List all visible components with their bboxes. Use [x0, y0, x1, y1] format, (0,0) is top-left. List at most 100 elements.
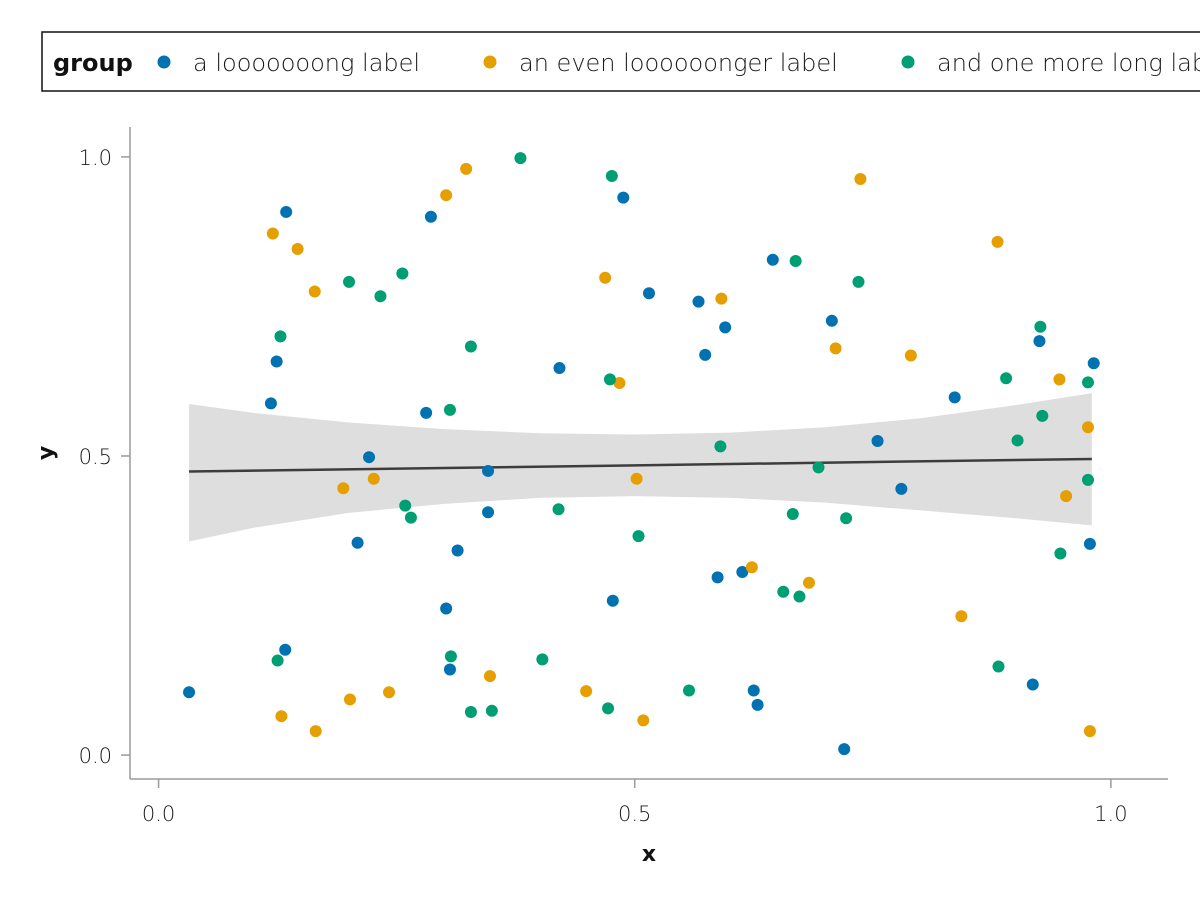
point-series-2-21 [829, 342, 842, 355]
point-series-3-21 [714, 440, 727, 453]
point-series-1-24 [747, 684, 760, 697]
point-series-3-26 [812, 461, 825, 474]
point-series-2-23 [904, 349, 917, 362]
point-series-1-32 [1026, 678, 1039, 691]
y-tick-label-1: 0.0 [79, 744, 112, 768]
point-series-3-5 [396, 267, 409, 280]
point-series-1-14 [482, 506, 495, 519]
point-series-1-5 [279, 643, 292, 656]
point-series-3-22 [777, 585, 790, 598]
point-series-2-26 [1053, 373, 1066, 386]
x-tick-label-1: 0.0 [142, 802, 175, 826]
point-series-1-10 [440, 602, 453, 615]
data-points-layer [183, 152, 1100, 756]
point-series-3-3 [343, 275, 356, 288]
trend-line [189, 457, 1092, 473]
point-series-1-4 [280, 205, 293, 218]
point-series-1-1 [183, 686, 196, 699]
legend-label-2: an even loooooonger label [519, 49, 838, 77]
point-series-1-26 [766, 253, 779, 266]
point-series-2-17 [637, 714, 650, 727]
point-series-2-22 [854, 173, 867, 186]
point-series-3-2 [274, 330, 287, 343]
x-tick-label-3: 1.0 [1094, 802, 1127, 826]
point-series-3-27 [840, 512, 853, 525]
point-series-3-23 [786, 508, 799, 521]
x-axis-label: x [642, 842, 656, 867]
point-series-2-25 [991, 235, 1004, 248]
point-series-3-20 [683, 684, 695, 697]
legend-marker-1 [157, 55, 171, 69]
point-series-1-16 [606, 594, 619, 607]
point-series-1-19 [692, 295, 705, 308]
point-series-3-4 [374, 290, 387, 303]
point-series-1-31 [948, 391, 961, 404]
point-series-3-11 [464, 706, 477, 719]
point-series-3-25 [793, 590, 806, 603]
point-series-3-10 [464, 340, 477, 353]
point-series-3-18 [605, 170, 618, 183]
point-series-1-6 [351, 536, 364, 549]
point-series-2-20 [802, 576, 815, 589]
y-tick-label-2: 0.5 [79, 445, 112, 469]
point-series-2-14 [599, 271, 612, 284]
legend-marker-3 [901, 55, 915, 69]
point-series-3-6 [399, 499, 412, 512]
point-series-2-1 [266, 227, 279, 240]
point-series-1-15 [553, 362, 566, 375]
point-series-3-17 [603, 373, 616, 386]
point-series-3-24 [789, 254, 802, 267]
legend-marker-2 [483, 55, 497, 69]
point-series-2-29 [1083, 725, 1096, 738]
confidence-band [189, 393, 1092, 542]
point-series-2-24 [955, 610, 968, 623]
point-series-1-11 [443, 663, 456, 676]
point-series-1-28 [838, 743, 851, 756]
point-series-2-3 [291, 243, 304, 256]
point-series-2-15 [613, 377, 626, 390]
point-series-2-28 [1082, 421, 1095, 434]
point-series-3-7 [404, 511, 417, 524]
point-series-1-3 [270, 355, 283, 368]
legend-box [41, 31, 1200, 92]
point-series-3-30 [1000, 372, 1013, 385]
point-series-1-30 [895, 482, 908, 495]
point-series-1-27 [825, 314, 838, 327]
legend-title: group [53, 49, 133, 77]
point-series-2-8 [367, 472, 380, 485]
point-series-3-1 [271, 654, 284, 667]
point-series-1-12 [451, 544, 464, 557]
axes: 0.0 0.5 1.0 0.0 0.5 1.0 x y [34, 127, 1168, 867]
point-series-3-35 [1082, 376, 1095, 389]
trend-line-layer [189, 457, 1092, 473]
point-series-1-23 [736, 566, 749, 579]
point-series-1-22 [719, 321, 732, 334]
point-series-3-33 [1036, 409, 1049, 422]
legend-label-3: and one more long label [937, 49, 1200, 77]
point-series-2-27 [1060, 490, 1073, 503]
point-series-1-34 [1083, 537, 1096, 550]
point-series-3-13 [514, 152, 527, 165]
point-series-1-18 [643, 287, 655, 300]
y-axis-label: y [34, 446, 59, 460]
point-series-3-36 [1082, 473, 1095, 486]
point-series-1-20 [699, 348, 712, 361]
confidence-band-layer [189, 393, 1092, 542]
point-series-1-21 [711, 571, 724, 584]
point-series-1-35 [1087, 357, 1100, 370]
point-series-2-18 [715, 292, 728, 305]
point-series-2-2 [275, 710, 288, 723]
point-series-2-4 [308, 285, 321, 298]
point-series-2-9 [383, 686, 396, 699]
point-series-3-29 [992, 660, 1005, 673]
point-series-1-2 [264, 397, 277, 410]
point-series-3-8 [443, 403, 456, 416]
y-tick-label-3: 1.0 [79, 146, 112, 170]
point-series-2-13 [580, 685, 593, 698]
point-series-3-16 [602, 702, 615, 715]
point-series-3-9 [444, 650, 457, 663]
point-series-1-33 [1033, 335, 1046, 348]
point-series-2-12 [483, 670, 496, 683]
point-series-1-9 [424, 210, 437, 223]
